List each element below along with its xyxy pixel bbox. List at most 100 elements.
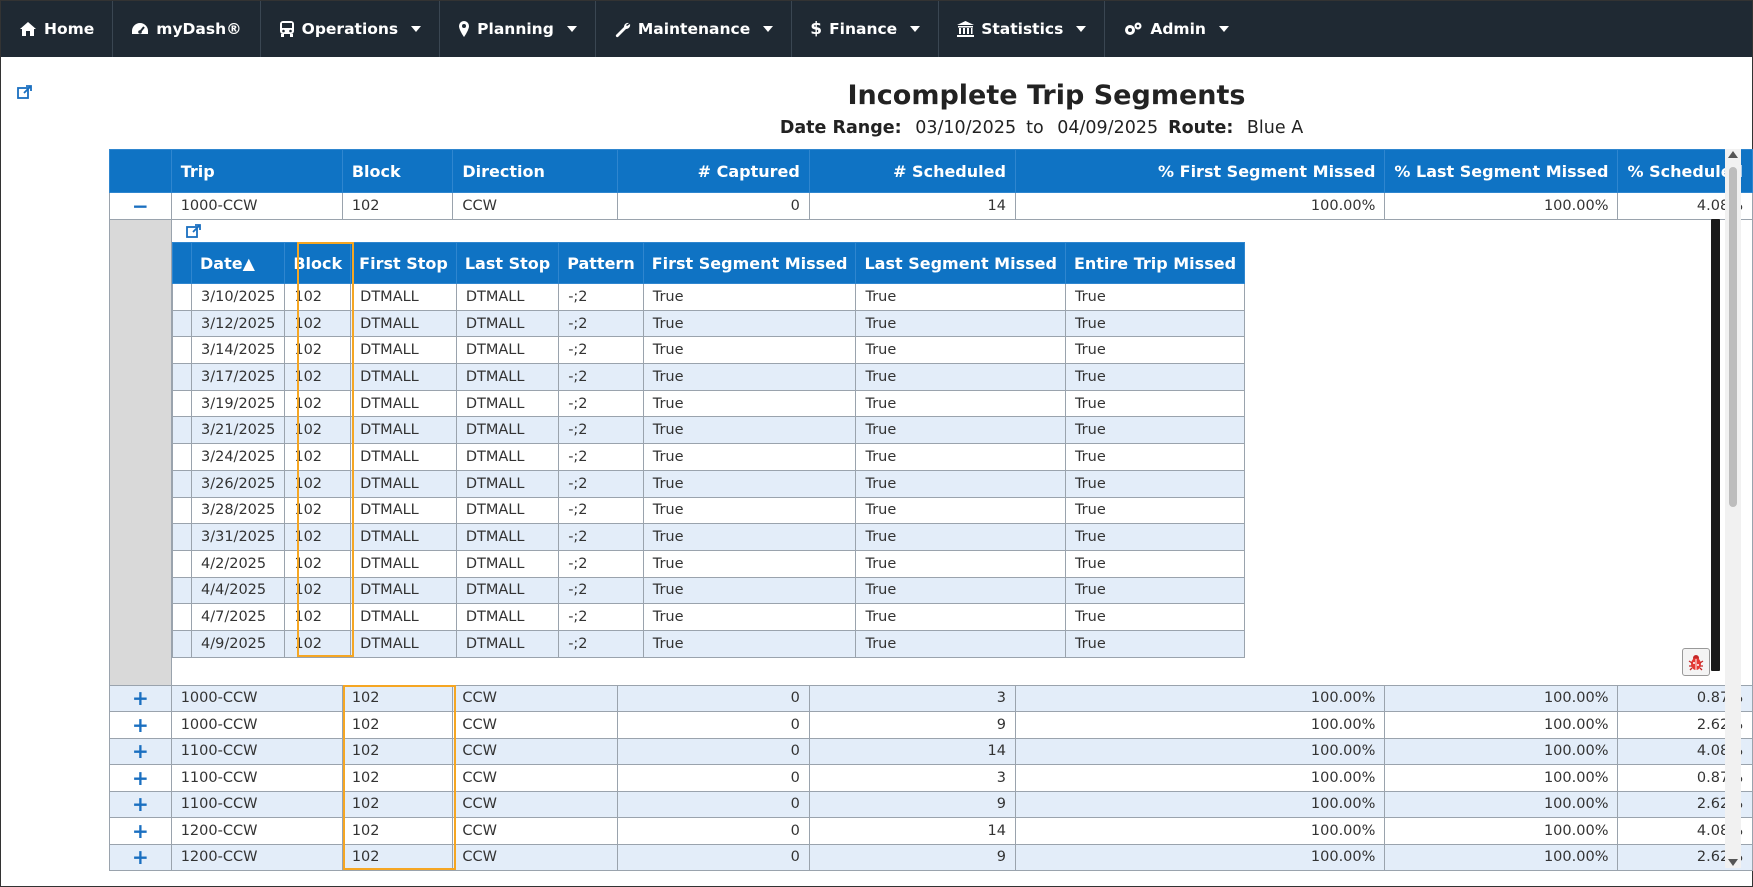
- detail-col-header-pattern[interactable]: Pattern: [558, 242, 644, 284]
- cell-date: 4/7/2025: [190, 603, 286, 631]
- cell-last-stop: DTMALL: [455, 469, 560, 498]
- row-select-cell[interactable]: [172, 496, 192, 525]
- date-from: 03/10/2025: [915, 118, 1017, 138]
- col-header-trip[interactable]: Trip: [170, 149, 343, 193]
- cell-block: 102: [284, 283, 352, 311]
- to-label: to: [1026, 118, 1044, 138]
- cell-last-segment-missed: True: [855, 443, 1066, 471]
- cell-first-segment-missed: True: [642, 576, 857, 605]
- cell-first-stop: DTMALL: [350, 629, 457, 658]
- expand-row-button[interactable]: +: [109, 764, 172, 792]
- cell-trip: 1000-CCW: [170, 684, 343, 712]
- row-select-cell[interactable]: [172, 443, 192, 471]
- row-select-cell[interactable]: [172, 523, 192, 551]
- scrollbar-thumb[interactable]: [1729, 167, 1737, 507]
- cell-block: 102: [284, 549, 352, 578]
- date-to: 04/09/2025: [1057, 118, 1159, 138]
- external-link-icon[interactable]: [186, 223, 202, 243]
- cell-first-segment-missed: True: [642, 443, 857, 471]
- nav-admin[interactable]: Admin: [1105, 1, 1247, 57]
- nav-home[interactable]: Home: [1, 1, 114, 57]
- row-select-cell[interactable]: [172, 629, 192, 658]
- row-select-cell[interactable]: [172, 603, 192, 631]
- row-select-cell[interactable]: [172, 416, 192, 445]
- detail-col-header-block[interactable]: Block: [284, 242, 352, 284]
- cell-entire-trip-missed: True: [1064, 443, 1246, 471]
- row-select-cell[interactable]: [172, 309, 192, 338]
- cell-scheduled: 9: [808, 711, 1016, 739]
- expand-row-button[interactable]: +: [109, 711, 172, 739]
- cell-block: 102: [341, 711, 454, 739]
- nav-planning[interactable]: Planning: [440, 1, 596, 57]
- cell-direction: CCW: [452, 764, 618, 792]
- cell-entire-trip-missed: True: [1064, 523, 1246, 551]
- cell-captured: 0: [616, 790, 810, 818]
- col-header-first-segment-missed[interactable]: % First Segment Missed: [1014, 149, 1386, 193]
- col-header-direction[interactable]: Direction: [452, 149, 618, 193]
- detail-table-row: 3/10/2025 102 DTMALL DTMALL -;2 True True True: [172, 283, 1246, 311]
- cell-last-stop: DTMALL: [455, 443, 560, 471]
- cell-date: 3/28/2025: [190, 496, 286, 525]
- detail-col-header-first-stop[interactable]: First Stop: [350, 242, 457, 284]
- cell-last-segment-missed: True: [855, 363, 1066, 391]
- row-select-cell[interactable]: [172, 469, 192, 498]
- nav-maintenance[interactable]: Maintenance: [596, 1, 793, 57]
- detail-scrollbar[interactable]: [1711, 219, 1720, 671]
- detail-table-row: 3/12/2025 102 DTMALL DTMALL -;2 True True True: [172, 309, 1246, 338]
- collapse-row-button[interactable]: −: [109, 192, 172, 220]
- route-value: Blue A: [1246, 118, 1304, 138]
- row-select-cell[interactable]: [172, 576, 192, 605]
- row-select-cell[interactable]: [172, 283, 192, 311]
- cell-captured: 0: [616, 737, 810, 765]
- cell-pattern: -;2: [558, 309, 644, 338]
- row-select-cell[interactable]: [172, 549, 192, 578]
- col-header-block[interactable]: Block: [341, 149, 454, 193]
- chevron-down-icon: [1076, 26, 1087, 32]
- detail-col-header-last-stop[interactable]: Last Stop: [455, 242, 560, 284]
- cell-block: 102: [341, 843, 454, 871]
- expand-row-button[interactable]: +: [109, 737, 172, 765]
- detail-col-header-date[interactable]: Date▲: [190, 242, 286, 284]
- row-select-cell[interactable]: [172, 336, 192, 365]
- col-header-captured[interactable]: # Captured: [616, 149, 810, 193]
- nav-finance[interactable]: $ Finance: [792, 1, 940, 57]
- cell-entire-trip-missed: True: [1064, 549, 1246, 578]
- page-scrollbar[interactable]: [1725, 149, 1741, 868]
- cell-entire-trip-missed: True: [1064, 389, 1246, 418]
- cell-last-stop: DTMALL: [455, 416, 560, 445]
- nav-mydash[interactable]: myDash®: [113, 1, 261, 57]
- scroll-down-arrow-icon[interactable]: [1728, 859, 1738, 866]
- detail-col-header-last-segment-missed[interactable]: Last Segment Missed: [855, 242, 1066, 284]
- table-row: +1000-CCW 102 CCW 0 3 100.00% 100.00% 0.87%: [109, 684, 1753, 712]
- expand-row-button[interactable]: +: [109, 843, 172, 871]
- nav-statistics[interactable]: Statistics: [939, 1, 1106, 57]
- cell-pattern: -;2: [558, 603, 644, 631]
- table-row: +1100-CCW 102 CCW 0 3 100.00% 100.00% 0.87%: [109, 764, 1753, 792]
- cell-first-stop: DTMALL: [350, 363, 457, 391]
- detail-col-header-entire-trip-missed[interactable]: Entire Trip Missed: [1064, 242, 1246, 284]
- cell-first-segment-missed: True: [642, 549, 857, 578]
- cell-entire-trip-missed: True: [1064, 496, 1246, 525]
- external-link-icon[interactable]: [17, 84, 33, 104]
- nav-operations[interactable]: Operations: [261, 1, 441, 57]
- cell-first-segment-missed: True: [642, 469, 857, 498]
- wrench-icon: [615, 22, 630, 37]
- col-header-scheduled[interactable]: # Scheduled: [808, 149, 1016, 193]
- expand-row-button[interactable]: +: [109, 790, 172, 818]
- cell-trip: 1200-CCW: [170, 817, 343, 845]
- scroll-up-arrow-icon[interactable]: [1728, 151, 1738, 158]
- col-header-last-segment-missed[interactable]: % Last Segment Missed: [1384, 149, 1619, 193]
- expand-row-button[interactable]: +: [109, 684, 172, 712]
- bug-report-button[interactable]: [1682, 648, 1710, 676]
- table-row: +1200-CCW 102 CCW 0 9 100.00% 100.00% 2.62%: [109, 843, 1753, 871]
- cell-date: 3/10/2025: [190, 283, 286, 311]
- expand-row-button[interactable]: +: [109, 817, 172, 845]
- cell-first-missed: 100.00%: [1014, 737, 1386, 765]
- cell-last-stop: DTMALL: [455, 336, 560, 365]
- cell-first-segment-missed: True: [642, 603, 857, 631]
- chevron-down-icon: [566, 26, 577, 32]
- detail-col-header-first-segment-missed[interactable]: First Segment Missed: [642, 242, 857, 284]
- bug-icon: [1688, 655, 1704, 671]
- row-select-cell[interactable]: [172, 363, 192, 391]
- row-select-cell[interactable]: [172, 389, 192, 418]
